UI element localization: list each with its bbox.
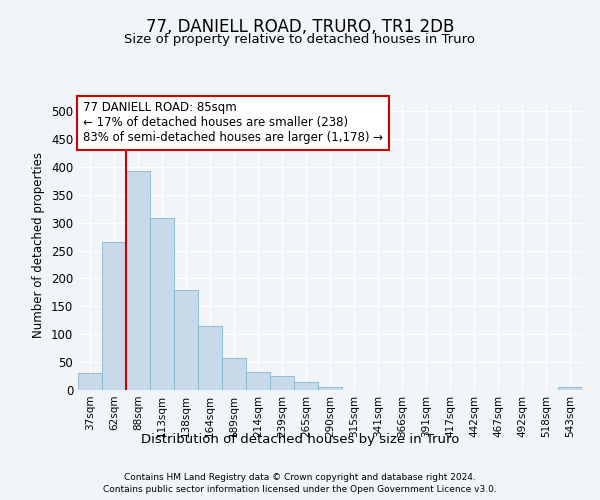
Text: 77, DANIELL ROAD, TRURO, TR1 2DB: 77, DANIELL ROAD, TRURO, TR1 2DB: [146, 18, 454, 36]
Text: 77 DANIELL ROAD: 85sqm
← 17% of detached houses are smaller (238)
83% of semi-de: 77 DANIELL ROAD: 85sqm ← 17% of detached…: [83, 102, 383, 144]
Bar: [174, 290, 198, 390]
Y-axis label: Number of detached properties: Number of detached properties: [32, 152, 46, 338]
Bar: [102, 242, 126, 390]
Bar: [222, 358, 246, 390]
Bar: [294, 382, 318, 390]
Text: Contains public sector information licensed under the Open Government Licence v3: Contains public sector information licen…: [103, 485, 497, 494]
Bar: [126, 171, 150, 390]
Bar: [198, 326, 222, 390]
Text: Contains HM Land Registry data © Crown copyright and database right 2024.: Contains HM Land Registry data © Crown c…: [124, 472, 476, 482]
Bar: [558, 387, 582, 390]
Bar: [270, 376, 294, 390]
Bar: [150, 218, 174, 390]
Bar: [78, 374, 102, 390]
Text: Distribution of detached houses by size in Truro: Distribution of detached houses by size …: [141, 432, 459, 446]
Text: Size of property relative to detached houses in Truro: Size of property relative to detached ho…: [125, 32, 476, 46]
Bar: [318, 387, 342, 390]
Bar: [246, 372, 270, 390]
